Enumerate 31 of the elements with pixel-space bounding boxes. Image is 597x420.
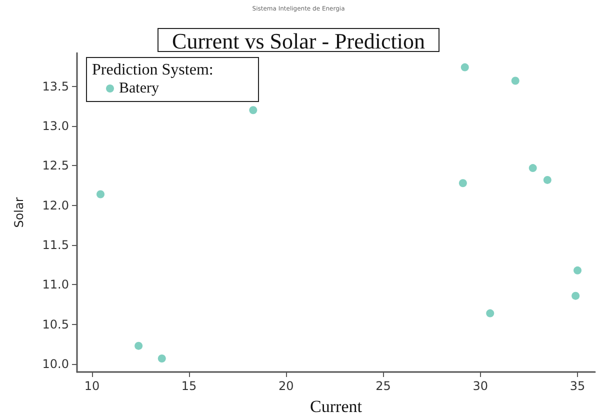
legend-title: Prediction System: [92, 62, 214, 78]
x-tick-label: 10 [84, 379, 100, 393]
y-tick-label: 13.5 [42, 79, 69, 94]
point [572, 292, 580, 300]
x-axis-title: Current [310, 397, 362, 416]
point [511, 76, 520, 85]
x-tick-label: 30 [472, 379, 488, 393]
y-tick-label: 10.0 [42, 357, 69, 372]
point [574, 266, 582, 274]
point [134, 342, 143, 350]
x-tick-label: 25 [376, 379, 391, 393]
point [543, 176, 552, 184]
y-tick-label: 12.0 [42, 198, 69, 212]
y-tick-label: 13.0 [42, 119, 69, 134]
point [486, 309, 494, 318]
y-tick-label: 10.5 [42, 317, 69, 332]
x-tick-label: 15 [181, 379, 197, 393]
point [460, 63, 469, 72]
point [249, 106, 258, 114]
x-tick-label: 20 [278, 379, 294, 393]
y-tick-label: 12.5 [42, 158, 69, 173]
chart-title: Current vs Solar - Prediction [172, 28, 425, 54]
y-axis-title: Solar [12, 197, 26, 228]
y-tick-label: 11.5 [42, 238, 69, 252]
point [528, 164, 537, 172]
x-tick-label: 35 [570, 379, 586, 393]
y-tick-label: 11.0 [42, 278, 69, 292]
point [158, 354, 166, 363]
legend-label: Batery [119, 80, 160, 96]
point [458, 179, 467, 188]
point [96, 190, 104, 198]
